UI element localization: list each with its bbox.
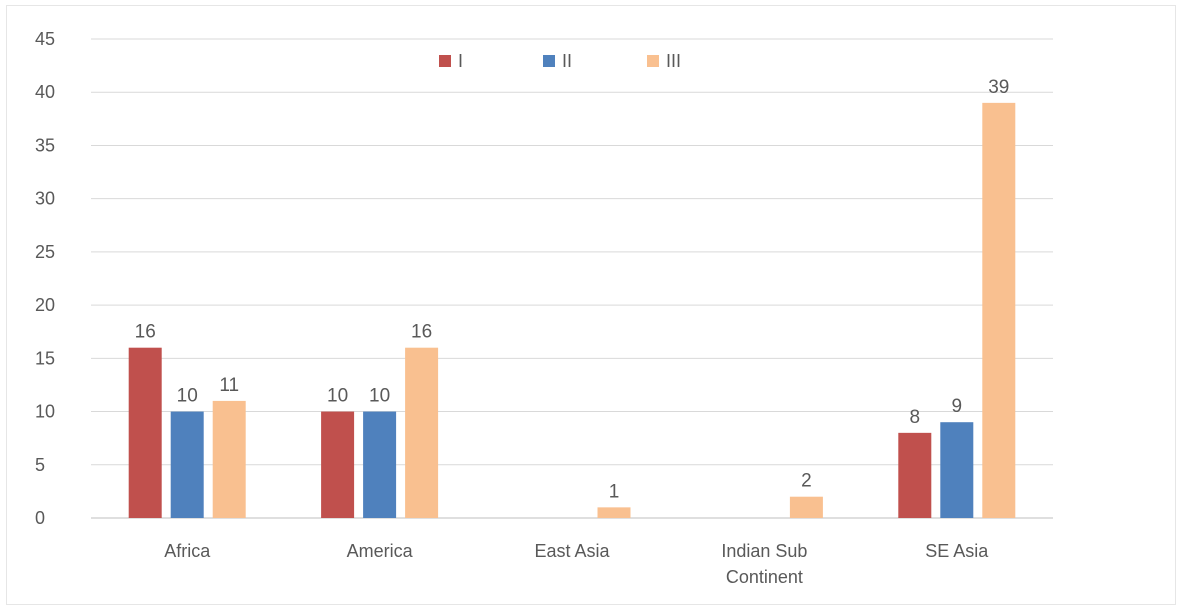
category-label: Continent	[726, 567, 803, 587]
data-label: 8	[910, 407, 921, 428]
category-label: America	[347, 541, 414, 561]
data-label: 1	[609, 481, 620, 502]
legend-label: II	[562, 51, 572, 71]
bar-iii-east-asia	[597, 507, 631, 518]
y-tick-label: 30	[35, 189, 55, 209]
category-label: SE Asia	[925, 541, 989, 561]
data-label: 16	[135, 322, 156, 343]
legend-swatch	[543, 55, 555, 67]
y-tick-label: 45	[35, 29, 55, 49]
data-label: 2	[801, 471, 812, 492]
category-label: Africa	[164, 541, 211, 561]
category-label: Indian Sub	[721, 541, 807, 561]
y-tick-label: 25	[35, 242, 55, 262]
y-tick-label: 15	[35, 348, 55, 368]
chart-frame: 0 5 10 15 20 25 30 35 40 45 16 10 11 Africa 10 10 16 Amer…	[6, 5, 1176, 605]
bar-ii-america	[363, 411, 397, 518]
data-label: 11	[219, 375, 239, 396]
data-label: 10	[327, 386, 348, 407]
data-label: 10	[369, 386, 390, 407]
data-label: 10	[177, 386, 198, 407]
bar-i-africa	[128, 347, 162, 518]
bar-iii-america	[405, 347, 439, 518]
bar-ii-africa	[170, 411, 204, 518]
legend-swatch	[647, 55, 659, 67]
bar-iii-se-asia	[982, 102, 1016, 518]
bar-i-america	[321, 411, 355, 518]
legend-label: III	[666, 51, 681, 71]
y-tick-label: 35	[35, 135, 55, 155]
data-label: 9	[952, 396, 963, 417]
bar-i-se-asia	[898, 432, 932, 518]
y-tick-label: 20	[35, 295, 55, 315]
y-tick-label: 10	[35, 402, 55, 422]
y-tick-label: 0	[35, 508, 45, 528]
bar-ii-se-asia	[940, 422, 974, 518]
legend-label: I	[458, 51, 463, 71]
bar-iii-indian-sub-continent	[789, 496, 823, 518]
category-label: East Asia	[534, 541, 610, 561]
legend-swatch	[439, 55, 451, 67]
data-label: 16	[411, 322, 432, 343]
data-label: 39	[988, 77, 1009, 98]
bar-iii-africa	[212, 400, 246, 518]
bar-chart: 0 5 10 15 20 25 30 35 40 45 16 10 11 Africa 10 10 16 Amer…	[35, 29, 1053, 587]
y-tick-label: 5	[35, 455, 45, 475]
y-tick-label: 40	[35, 82, 55, 102]
